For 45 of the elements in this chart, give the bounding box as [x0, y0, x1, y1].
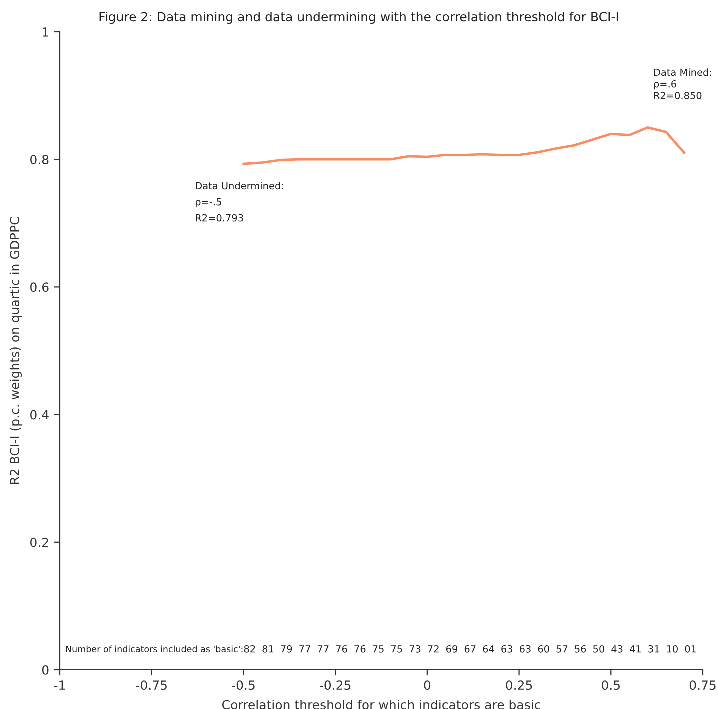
annotation: 72	[428, 645, 439, 653]
annotation: 79	[281, 645, 292, 653]
x-tick-label: -0.5	[232, 680, 255, 690]
annotation: 76	[354, 645, 366, 653]
annotation: Data Mined: ρ=.6 R2=0.850	[654, 68, 712, 100]
annotation: 63	[502, 645, 513, 653]
annotation: 56	[575, 645, 586, 653]
y-tick-label: 0.6	[30, 282, 49, 292]
x-tick-label: 0.25	[506, 680, 532, 690]
y-tick-label: 0.8	[30, 155, 49, 165]
annotation: 60	[538, 645, 550, 653]
chart-title: Figure 2: Data mining and data undermining with the correlation threshold for BCI-I	[100, 12, 618, 24]
annotation: 67	[464, 645, 476, 653]
annotation: 31	[648, 645, 660, 653]
annotation: Data Undermined: ρ=-.5 R2=0.793	[196, 182, 284, 222]
x-tick-label: -1	[54, 680, 66, 690]
annotation: 50	[594, 645, 604, 653]
annotation: 01	[685, 645, 696, 653]
y-tick-label: 0.4	[30, 410, 49, 420]
annotation: 10	[667, 645, 678, 653]
x-tick-label: -0.75	[136, 680, 167, 690]
x-tick-label: 0.5	[602, 680, 620, 690]
annotation: 69	[446, 645, 458, 653]
y-axis-title: R2 BCI-I (p.c. weights) on quartic in GDPPC	[10, 217, 22, 484]
x-tick-label: 0	[424, 680, 431, 690]
annotation: 73	[410, 645, 421, 653]
annotation: 76	[336, 645, 348, 653]
annotation: 63	[520, 645, 531, 653]
y-tick-label: 0.2	[30, 538, 48, 548]
annotation: 75	[373, 646, 384, 653]
annotation: 75	[391, 646, 402, 653]
y-tick-label: 0	[42, 665, 49, 675]
annotation: 43	[612, 645, 623, 653]
annotation: 82	[244, 645, 256, 653]
annotation: 81	[262, 645, 274, 653]
annotation: Number of indicators included as 'basic':	[66, 646, 243, 653]
annotation: 41	[630, 646, 641, 653]
annotation: 77	[318, 646, 329, 653]
annotation: 77	[300, 646, 310, 653]
x-tick-label: -0.25	[320, 680, 351, 690]
line-series	[242, 126, 686, 166]
x-tick-label: 0.75	[690, 680, 716, 690]
annotation: 57	[556, 646, 568, 653]
annotation: 64	[483, 645, 494, 653]
y-tick-label: 1	[43, 28, 48, 37]
